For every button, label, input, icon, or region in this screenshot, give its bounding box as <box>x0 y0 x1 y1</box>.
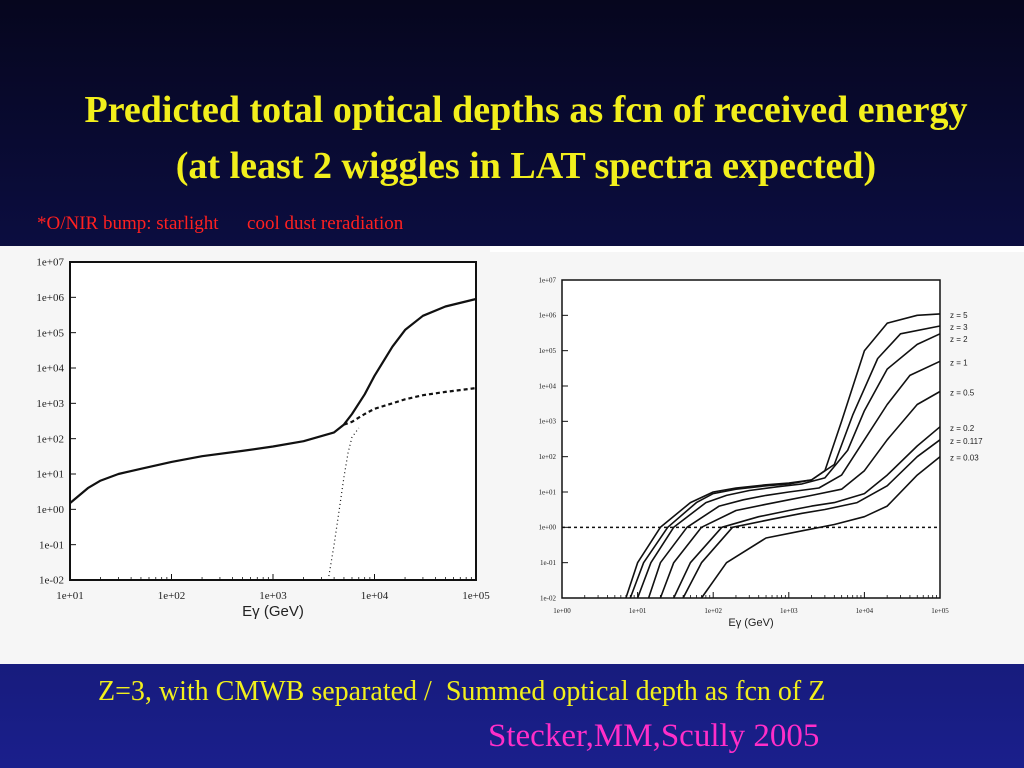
y-tick-label: 1e+05 <box>538 347 556 355</box>
series-line-0 <box>69 297 477 504</box>
y-tick-label: 1e+03 <box>36 398 64 410</box>
series-line-4 <box>659 390 941 599</box>
series-label: z = 0.117 <box>950 437 983 446</box>
series-line-3 <box>647 360 941 599</box>
y-tick-label: 1e-02 <box>540 594 556 602</box>
y-tick-label: 1e+06 <box>538 312 556 320</box>
y-tick-label: 1e+07 <box>538 276 556 284</box>
x-tick-label: 1e+03 <box>259 590 287 602</box>
x-axis-label: Eγ (GeV) <box>242 603 304 620</box>
y-tick-label: 1e+00 <box>36 504 64 516</box>
series-line-1 <box>629 325 941 599</box>
optical-depth-z3-chart: 1e-02 1e-01 1e+00 1e+01 1e+02 1e+03 1e+04 1e+05… <box>36 257 490 620</box>
x-tick-label: 1e+01 <box>56 590 84 602</box>
x-tick-label: 1e+02 <box>704 607 722 615</box>
series-label: z = 3 <box>950 323 968 332</box>
series-label: z = 5 <box>950 311 968 320</box>
series-line-2 <box>327 427 360 581</box>
y-tick-label: 1e+00 <box>538 524 556 532</box>
series-label: z = 0.03 <box>950 454 979 463</box>
y-tick-label: 1e+04 <box>36 363 64 375</box>
y-tick-label: 1e-01 <box>39 539 64 551</box>
series-line-2 <box>636 333 941 599</box>
x-tick-label: 1e+03 <box>780 607 798 615</box>
y-tick-label: 1e+05 <box>36 327 64 339</box>
figure-panel-strip <box>490 246 1024 252</box>
x-tick-label: 1e+04 <box>361 590 389 602</box>
x-tick-label: 1e+05 <box>931 607 949 615</box>
series-line-5 <box>672 426 941 599</box>
x-tick-label: 1e+00 <box>553 607 571 615</box>
series-line-6 <box>682 439 941 599</box>
credit-line: Stecker,MM,Scully 2005 <box>488 718 820 754</box>
x-tick-label: 1e+01 <box>629 607 647 615</box>
x-tick-label: 1e+04 <box>856 607 874 615</box>
x-tick-label: 1e+02 <box>158 590 186 602</box>
series-label: z = 0.2 <box>950 424 975 433</box>
y-tick-label: 1e-02 <box>39 575 64 587</box>
y-tick-label: 1e+06 <box>36 292 64 304</box>
series-label: z = 1 <box>950 358 968 367</box>
series-line-7 <box>700 456 941 599</box>
y-tick-label: 1e+07 <box>36 257 64 269</box>
series-line-0 <box>625 313 941 599</box>
x-tick-label: 1e+05 <box>462 590 490 602</box>
y-tick-label: 1e+01 <box>36 469 64 481</box>
y-tick-label: 1e+02 <box>538 453 556 461</box>
optical-depth-vs-z-chart: 1e-02 1e-01 1e+00 1e+01 1e+02 1e+03 1e+04 1e+05… <box>538 276 983 629</box>
plot-frame <box>69 261 477 581</box>
series-label: z = 2 <box>950 335 968 344</box>
y-tick-label: 1e+02 <box>36 433 64 445</box>
y-tick-label: 1e+03 <box>538 418 556 426</box>
x-axis-label: Eγ (GeV) <box>728 617 773 629</box>
slide-title-line-1: Predicted total optical depths as fcn of… <box>84 89 968 131</box>
figure-caption: Z=3, with CMWB separated / Summed optica… <box>98 676 826 707</box>
series-line-1 <box>343 387 477 426</box>
y-tick-label: 1e+01 <box>538 488 556 496</box>
series-label: z = 0.5 <box>950 388 975 397</box>
y-tick-label: 1e+04 <box>538 382 556 390</box>
plot-frame <box>561 279 941 599</box>
y-tick-label: 1e-01 <box>540 559 556 567</box>
bump-note: *O/NIR bump: starlight cool dust reradia… <box>37 213 404 234</box>
slide-title-line-2: (at least 2 wiggles in LAT spectra expec… <box>175 145 877 187</box>
